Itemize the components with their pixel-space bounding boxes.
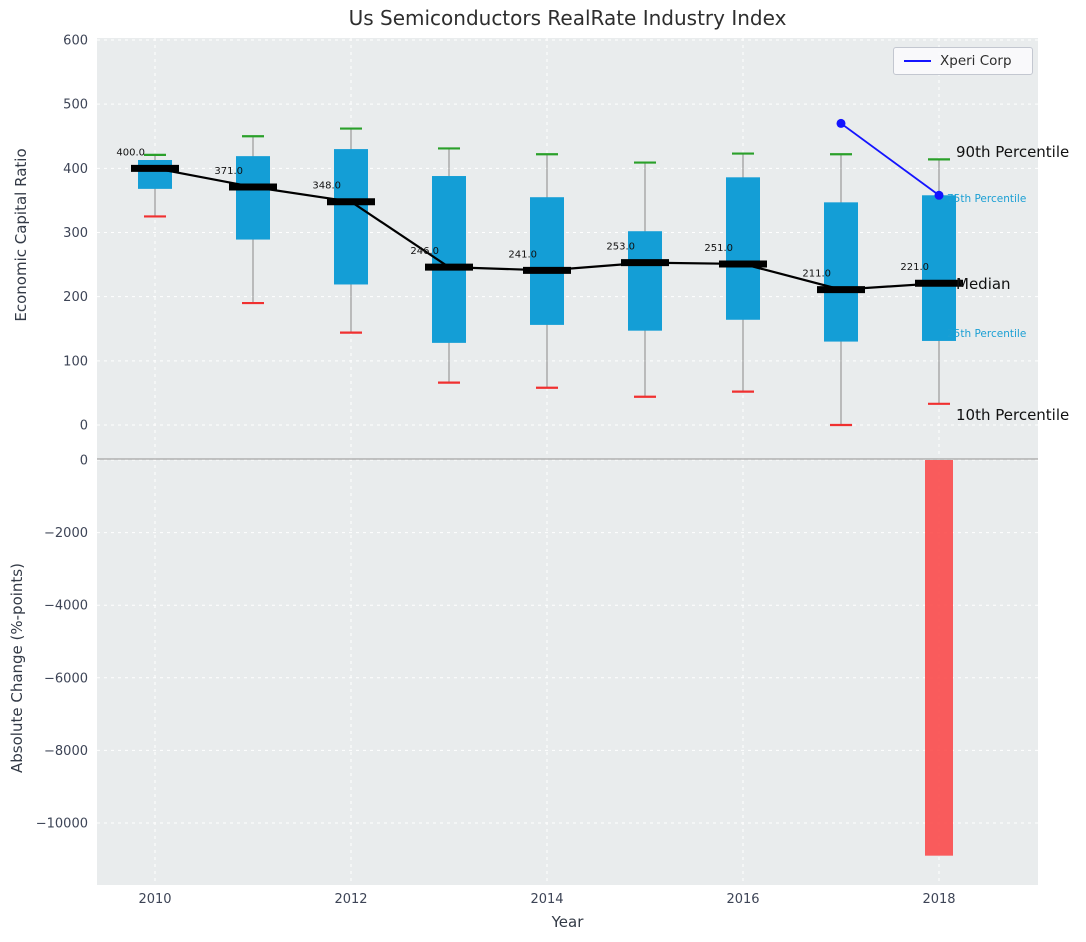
iqr-box [628,231,662,331]
x-axis-label: Year [551,913,584,931]
median-value-label: 221.0 [900,262,929,273]
y-axis-label-top: Economic Capital Ratio [12,148,30,322]
median-value-label: 371.0 [214,166,243,177]
chart-title: Us Semiconductors RealRate Industry Inde… [348,6,787,30]
annotation-90th-percentile: 90th Percentile [956,142,1070,161]
xtick: 2016 [726,892,759,907]
ytick-top: 400 [63,162,88,177]
legend-label: Xperi Corp [940,53,1012,69]
median-value-label: 400.0 [116,147,145,158]
annotation-median: Median [956,274,1011,293]
ytick-bottom: 0 [80,454,88,469]
annotation-75th-percentile: 75th Percentile [947,193,1027,206]
xtick: 2018 [922,892,955,907]
median-series: 400.0 371.0 348.0 246.0 241.0 253.0 251.0 211.0… [116,147,963,294]
median-value-label: 348.0 [312,181,341,192]
ytick-bottom: −10000 [36,817,88,832]
iqr-box [334,149,368,285]
ytick-bottom: −4000 [44,599,88,614]
median-value-label: 253.0 [606,242,635,253]
ytick-bottom: −8000 [44,744,88,759]
median-value-label: 246.0 [410,246,439,257]
ytick-bottom: −2000 [44,526,88,541]
iqr-box [922,195,956,341]
xperi-point [836,118,846,128]
xtick: 2014 [530,892,563,907]
iqr-box [138,159,172,189]
median-value-label: 211.0 [802,269,831,280]
legend: Xperi Corp [893,47,1033,75]
xtick: 2010 [138,892,171,907]
change-bar-2018 [925,460,953,856]
ytick-top: 200 [63,290,88,305]
xperi-point [934,190,944,200]
annotation-25th-percentile: 25th Percentile [947,327,1027,340]
iqr-box [236,156,270,240]
ytick-top: 0 [80,419,88,434]
iqr-box [824,202,858,342]
median-value-label: 251.0 [704,243,733,254]
ytick-top: 500 [63,98,88,113]
ytick-top: 300 [63,226,88,241]
y-axis-label-bottom: Absolute Change (%-points) [8,563,26,773]
change-bar-group [925,460,953,856]
ytick-bottom: −6000 [44,671,88,686]
tick-labels: 600 500 400 300 200 100 0 0 −2000 −4000 −6000 −8000… [36,34,956,908]
boxplot-group [138,127,956,427]
iqr-box [726,177,760,320]
legend-line-icon [904,60,931,62]
annotation-10th-percentile: 10th Percentile [956,405,1070,424]
ytick-top: 100 [63,354,88,369]
xtick: 2012 [334,892,367,907]
median-value-label: 241.0 [508,249,537,260]
iqr-box [530,197,564,325]
ytick-top: 600 [63,34,88,49]
xperi-line-series [836,118,944,200]
